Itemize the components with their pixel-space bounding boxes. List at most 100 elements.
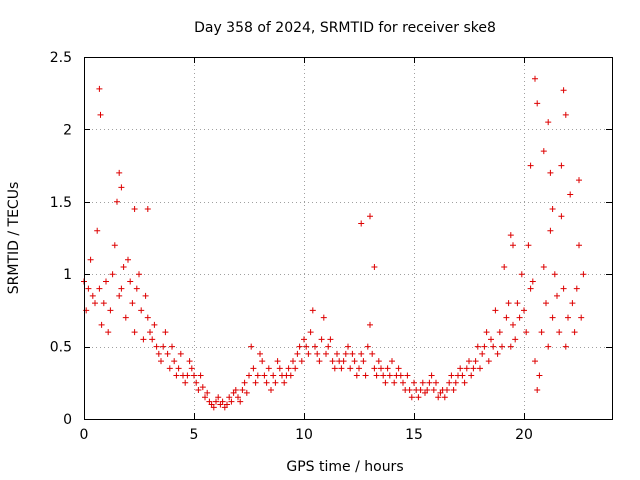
data-point: [144, 206, 151, 213]
data-point: [318, 336, 325, 343]
data-point: [314, 350, 321, 357]
data-point: [391, 379, 398, 386]
data-point: [334, 350, 340, 357]
data-point: [371, 365, 378, 372]
y-tick-label: 0.5: [50, 340, 72, 356]
data-point: [257, 350, 263, 357]
data-point: [351, 358, 358, 365]
data-point: [94, 227, 101, 234]
data-point: [151, 321, 158, 328]
data-point: [186, 358, 193, 365]
data-point: [448, 372, 455, 379]
data-point: [153, 343, 160, 350]
data-point: [118, 184, 125, 191]
data-point: [529, 278, 536, 285]
data-point: [576, 177, 582, 184]
data-point: [270, 372, 277, 379]
data-point: [472, 358, 479, 365]
data-point: [235, 394, 241, 401]
data-point: [565, 314, 571, 321]
data-point: [353, 372, 360, 379]
data-point: [316, 358, 323, 365]
data-point: [428, 372, 435, 379]
data-point: [503, 314, 510, 321]
data-point: [411, 379, 417, 386]
data-point: [224, 401, 230, 408]
data-point: [521, 307, 527, 314]
data-point: [210, 404, 217, 411]
x-tick-label: 5: [190, 427, 199, 443]
y-tick-label: 2: [63, 122, 72, 138]
data-point: [558, 162, 565, 169]
data-point: [142, 292, 149, 299]
data-point: [147, 329, 153, 336]
data-point: [545, 119, 552, 126]
data-point: [131, 206, 138, 213]
data-point: [558, 213, 565, 220]
data-point: [331, 365, 338, 372]
data-point: [441, 394, 448, 401]
data-point: [259, 358, 266, 365]
data-point: [287, 372, 294, 379]
data-point: [452, 379, 459, 386]
data-point: [175, 365, 182, 372]
data-point: [576, 242, 582, 249]
data-point: [490, 343, 497, 350]
data-point: [571, 329, 578, 336]
data-point: [424, 387, 431, 394]
data-point: [188, 365, 195, 372]
y-tick-label: 1.5: [50, 195, 72, 211]
data-point: [261, 372, 268, 379]
data-point: [373, 372, 380, 379]
data-point: [265, 365, 272, 372]
data-point: [360, 358, 367, 365]
data-point: [496, 329, 503, 336]
data-point: [263, 379, 270, 386]
data-point: [133, 285, 140, 292]
data-point: [523, 329, 530, 336]
data-point: [213, 398, 219, 405]
data-point: [481, 343, 488, 350]
data-point: [527, 162, 534, 169]
data-point: [477, 365, 483, 372]
data-point: [92, 300, 98, 307]
data-point: [342, 350, 349, 357]
data-point: [285, 365, 292, 372]
data-point: [197, 372, 204, 379]
data-point: [408, 394, 415, 401]
data-point: [516, 314, 523, 321]
data-point: [444, 387, 450, 394]
data-point: [569, 300, 576, 307]
data-point: [96, 285, 103, 292]
data-point: [219, 398, 226, 405]
data-point: [501, 263, 508, 270]
data-point: [184, 372, 191, 379]
data-point: [389, 358, 395, 365]
data-point: [551, 271, 558, 278]
data-point: [532, 75, 538, 82]
data-point: [272, 379, 279, 386]
data-point: [545, 343, 552, 350]
data-point: [120, 263, 127, 270]
data-point: [417, 387, 424, 394]
data-point: [382, 379, 389, 386]
data-point: [204, 389, 211, 396]
data-point: [276, 365, 283, 372]
data-point: [325, 343, 332, 350]
x-tick-label: 10: [295, 427, 313, 443]
data-point: [518, 271, 525, 278]
data-point: [144, 314, 151, 321]
data-point: [446, 379, 453, 386]
data-point: [463, 365, 470, 372]
data-point: [534, 100, 541, 107]
data-point: [483, 329, 490, 336]
data-point: [358, 220, 365, 227]
data-point: [514, 300, 521, 307]
data-point: [281, 379, 288, 386]
data-point: [243, 389, 250, 396]
data-point: [406, 387, 413, 394]
data-point: [560, 87, 567, 94]
data-point: [419, 379, 426, 386]
data-point: [199, 384, 206, 391]
